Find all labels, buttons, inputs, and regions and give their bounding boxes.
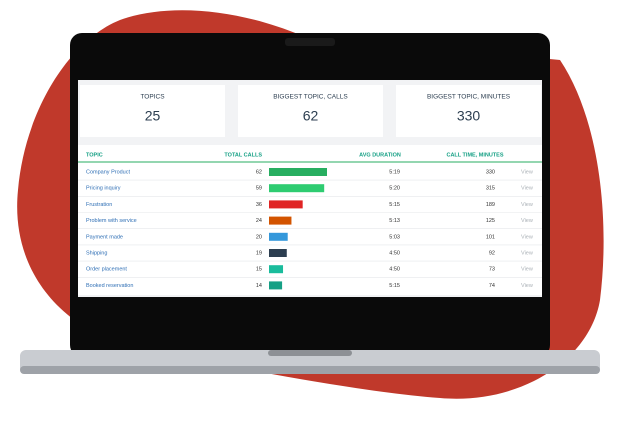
- total-calls: 36: [256, 202, 262, 208]
- column-header: CALL TIME, MINUTES: [446, 152, 503, 158]
- card: [238, 85, 383, 137]
- topic-link[interactable]: Payment made: [86, 234, 123, 240]
- card-label: BIGGEST TOPIC, MINUTES: [427, 94, 511, 101]
- table: TOPIC TOTAL CALLS AVG DURATION CALL TIME, M…: [78, 152, 542, 290]
- calls-bar: [269, 265, 284, 274]
- call-minutes: 189: [486, 202, 495, 208]
- view-link[interactable]: View: [521, 267, 533, 273]
- total-calls: 20: [256, 234, 262, 240]
- calls-bar: [269, 216, 292, 225]
- total-calls: 15: [256, 267, 262, 273]
- call-minutes: 125: [486, 218, 495, 224]
- calls-bar: [269, 184, 325, 193]
- card-value: 62: [303, 108, 319, 124]
- total-calls: 19: [256, 250, 262, 256]
- calls-bar: [269, 232, 288, 241]
- calls-bar: [269, 249, 287, 257]
- card-label: BIGGEST TOPIC, CALLS: [273, 94, 348, 101]
- call-minutes: 74: [489, 283, 495, 289]
- card: [80, 85, 225, 137]
- calls-bar: [269, 281, 283, 290]
- call-minutes: 92: [489, 250, 495, 256]
- total-calls: 62: [256, 169, 262, 175]
- view-link[interactable]: View: [521, 202, 533, 208]
- total-calls: 59: [256, 186, 262, 192]
- avg-duration: 5:13: [389, 218, 400, 224]
- avg-duration: 5:15: [389, 202, 400, 208]
- topic-link[interactable]: Frustration: [86, 202, 112, 208]
- camera-notch: [285, 38, 335, 46]
- avg-duration: 5:19: [389, 169, 400, 175]
- laptop-base-edge: [20, 366, 600, 374]
- calls-bar: [269, 168, 327, 176]
- topic-link[interactable]: Shipping: [86, 250, 107, 256]
- card-label: TOPICS: [140, 94, 165, 101]
- avg-duration: 5:03: [389, 234, 400, 240]
- topic-link[interactable]: Booked reservation: [86, 283, 133, 289]
- card: [396, 85, 541, 137]
- card-value: 330: [457, 108, 481, 124]
- topic-link[interactable]: Company Product: [86, 169, 130, 175]
- calls-bar: [269, 200, 303, 209]
- avg-duration: 5:20: [389, 186, 400, 192]
- view-link[interactable]: View: [521, 169, 533, 175]
- cards: TOPICS 25 BIGGEST TOPIC, CALLS 62 BIGGEST TO…: [80, 85, 541, 137]
- call-minutes: 73: [489, 267, 495, 273]
- column-header: AVG DURATION: [359, 152, 401, 158]
- total-calls: 24: [256, 218, 262, 224]
- call-minutes: 315: [486, 186, 495, 192]
- avg-duration: 4:50: [389, 267, 400, 273]
- total-calls: 14: [256, 283, 262, 289]
- column-header: TOPIC: [86, 152, 103, 158]
- view-link[interactable]: View: [521, 234, 533, 240]
- laptop-groove: [268, 350, 352, 356]
- view-link[interactable]: View: [521, 250, 533, 256]
- topic-link[interactable]: Pricing inquiry: [86, 186, 121, 192]
- view-link[interactable]: View: [521, 186, 533, 192]
- call-minutes: 101: [486, 234, 495, 240]
- table-panel: [78, 145, 542, 295]
- topic-link[interactable]: Problem with service: [86, 218, 137, 224]
- call-minutes: 330: [486, 169, 495, 175]
- column-header: TOTAL CALLS: [224, 152, 262, 158]
- view-link[interactable]: View: [521, 283, 533, 289]
- card-value: 25: [145, 108, 161, 124]
- avg-duration: 5:15: [389, 283, 400, 289]
- avg-duration: 4:50: [389, 250, 400, 256]
- topic-link[interactable]: Order placement: [86, 267, 127, 273]
- view-link[interactable]: View: [521, 218, 533, 224]
